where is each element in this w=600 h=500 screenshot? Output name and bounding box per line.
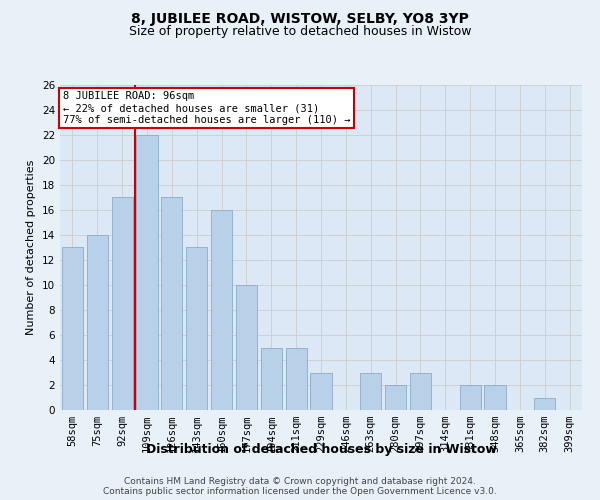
Text: Contains HM Land Registry data © Crown copyright and database right 2024.: Contains HM Land Registry data © Crown c… (124, 478, 476, 486)
Text: Contains public sector information licensed under the Open Government Licence v3: Contains public sector information licen… (103, 488, 497, 496)
Text: Size of property relative to detached houses in Wistow: Size of property relative to detached ho… (129, 25, 471, 38)
Bar (261, 348, 282, 410)
Text: 8 JUBILEE ROAD: 96sqm
← 22% of detached houses are smaller (31)
77% of semi-deta: 8 JUBILEE ROAD: 96sqm ← 22% of detached … (62, 92, 350, 124)
Bar (410, 372, 431, 410)
Bar (87, 235, 108, 410)
Bar (62, 248, 83, 410)
Bar (484, 385, 506, 410)
Bar (460, 385, 481, 410)
Bar (310, 372, 332, 410)
Text: 8, JUBILEE ROAD, WISTOW, SELBY, YO8 3YP: 8, JUBILEE ROAD, WISTOW, SELBY, YO8 3YP (131, 12, 469, 26)
Y-axis label: Number of detached properties: Number of detached properties (26, 160, 37, 335)
Bar (161, 198, 182, 410)
Bar (385, 385, 406, 410)
Bar (360, 372, 381, 410)
Bar (136, 135, 158, 410)
Text: Distribution of detached houses by size in Wistow: Distribution of detached houses by size … (146, 442, 496, 456)
Bar (211, 210, 232, 410)
Bar (112, 198, 133, 410)
Bar (186, 248, 207, 410)
Bar (534, 398, 555, 410)
Bar (236, 285, 257, 410)
Bar (286, 348, 307, 410)
